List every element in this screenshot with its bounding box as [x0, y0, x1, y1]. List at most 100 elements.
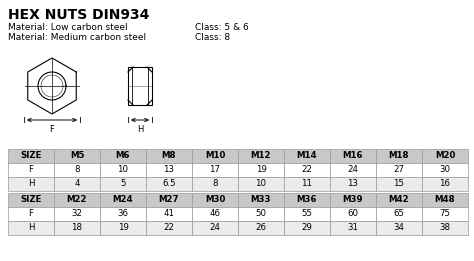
- Text: 10: 10: [118, 165, 128, 175]
- Text: M20: M20: [435, 151, 455, 161]
- Bar: [146, 221, 192, 235]
- Bar: [376, 149, 422, 163]
- Text: 15: 15: [393, 180, 404, 188]
- Text: 16: 16: [439, 180, 450, 188]
- Bar: [422, 221, 468, 235]
- Bar: [284, 177, 330, 191]
- Bar: [238, 221, 284, 235]
- Text: 65: 65: [393, 210, 404, 218]
- Text: H: H: [137, 125, 143, 134]
- Text: M5: M5: [70, 151, 84, 161]
- Bar: [284, 221, 330, 235]
- Bar: [146, 207, 192, 221]
- Text: M22: M22: [67, 195, 87, 205]
- Bar: [238, 149, 284, 163]
- Bar: [330, 149, 376, 163]
- Bar: [422, 149, 468, 163]
- Text: 8: 8: [212, 180, 218, 188]
- Bar: [330, 207, 376, 221]
- Text: F: F: [50, 125, 55, 134]
- Text: 13: 13: [164, 165, 174, 175]
- Bar: [54, 149, 100, 163]
- Text: 29: 29: [301, 223, 312, 233]
- Bar: [238, 177, 284, 191]
- Bar: [284, 193, 330, 207]
- Text: M24: M24: [113, 195, 133, 205]
- Text: 18: 18: [72, 223, 82, 233]
- Bar: [330, 177, 376, 191]
- Text: H: H: [28, 180, 34, 188]
- Bar: [100, 207, 146, 221]
- Bar: [8, 149, 54, 163]
- Bar: [192, 149, 238, 163]
- Text: 11: 11: [301, 180, 312, 188]
- Bar: [376, 177, 422, 191]
- Bar: [100, 149, 146, 163]
- Text: 38: 38: [439, 223, 450, 233]
- Text: 17: 17: [210, 165, 220, 175]
- Bar: [54, 193, 100, 207]
- Text: M39: M39: [343, 195, 363, 205]
- Text: 22: 22: [301, 165, 312, 175]
- Text: F: F: [28, 210, 34, 218]
- Text: 34: 34: [393, 223, 404, 233]
- Bar: [330, 163, 376, 177]
- Bar: [146, 163, 192, 177]
- Bar: [330, 193, 376, 207]
- Text: M8: M8: [162, 151, 176, 161]
- Bar: [146, 193, 192, 207]
- Text: F: F: [28, 165, 34, 175]
- Text: 60: 60: [347, 210, 358, 218]
- Text: 26: 26: [255, 223, 266, 233]
- Text: 50: 50: [255, 210, 266, 218]
- Bar: [376, 193, 422, 207]
- Text: 30: 30: [439, 165, 450, 175]
- Text: 19: 19: [118, 223, 128, 233]
- Text: Class: 5 & 6: Class: 5 & 6: [195, 23, 249, 32]
- Text: 32: 32: [72, 210, 82, 218]
- Text: M27: M27: [159, 195, 179, 205]
- Text: H: H: [28, 223, 34, 233]
- Text: M33: M33: [251, 195, 271, 205]
- Bar: [422, 177, 468, 191]
- Text: M30: M30: [205, 195, 225, 205]
- Text: 55: 55: [301, 210, 312, 218]
- Bar: [192, 193, 238, 207]
- Text: M14: M14: [297, 151, 317, 161]
- Text: SIZE: SIZE: [20, 151, 42, 161]
- Bar: [8, 193, 54, 207]
- Bar: [284, 207, 330, 221]
- Text: M6: M6: [116, 151, 130, 161]
- Text: 4: 4: [74, 180, 80, 188]
- Bar: [54, 163, 100, 177]
- Bar: [100, 163, 146, 177]
- Bar: [376, 207, 422, 221]
- Bar: [8, 207, 54, 221]
- Bar: [146, 149, 192, 163]
- Bar: [100, 221, 146, 235]
- Bar: [422, 193, 468, 207]
- Bar: [54, 221, 100, 235]
- Text: M12: M12: [251, 151, 271, 161]
- Bar: [330, 221, 376, 235]
- Text: M10: M10: [205, 151, 225, 161]
- Bar: [128, 67, 152, 105]
- Bar: [8, 163, 54, 177]
- Bar: [54, 207, 100, 221]
- Bar: [422, 163, 468, 177]
- Text: 27: 27: [393, 165, 404, 175]
- Text: 24: 24: [347, 165, 358, 175]
- Bar: [100, 193, 146, 207]
- Bar: [192, 163, 238, 177]
- Text: 19: 19: [255, 165, 266, 175]
- Text: SIZE: SIZE: [20, 195, 42, 205]
- Bar: [238, 207, 284, 221]
- Text: 41: 41: [164, 210, 174, 218]
- Text: 8: 8: [74, 165, 80, 175]
- Bar: [8, 221, 54, 235]
- Text: Class: 8: Class: 8: [195, 33, 230, 42]
- Text: M18: M18: [389, 151, 409, 161]
- Bar: [238, 163, 284, 177]
- Text: 6.5: 6.5: [162, 180, 176, 188]
- Text: 75: 75: [439, 210, 450, 218]
